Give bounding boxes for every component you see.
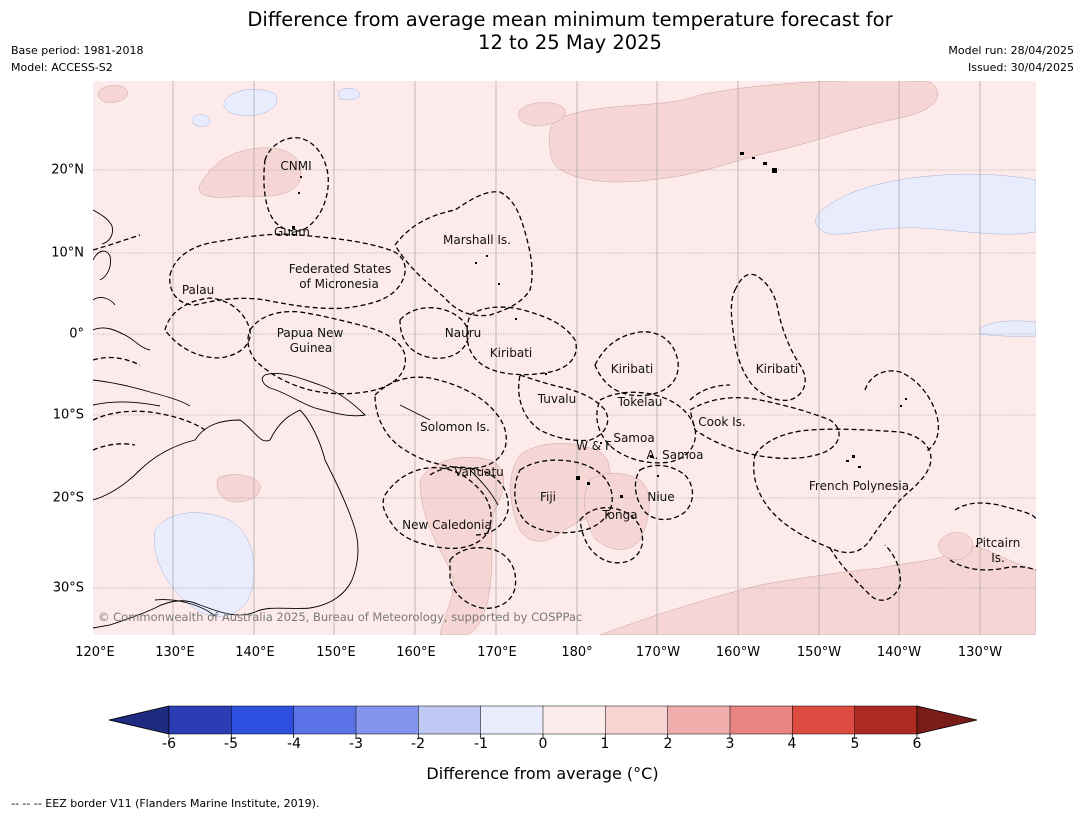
region-label-kiribati-east: Kiribati: [755, 362, 799, 376]
colorbar-segment: [231, 705, 295, 735]
colorbar-extend-low: [108, 705, 170, 735]
model-run: Model run: 28/04/2025: [948, 44, 1074, 57]
lon-label: 130°E: [155, 645, 195, 660]
colorbar-segment: [168, 705, 233, 735]
map-title: Difference from average mean minimum tem…: [0, 8, 1085, 54]
region-label-kiribati-west: Kiribati: [489, 346, 533, 360]
region-label-guam: Guam: [274, 225, 310, 239]
colorbar-segment: [418, 705, 482, 735]
lon-label: 160°E: [396, 645, 436, 660]
colorbar-segment: [729, 705, 794, 735]
colorbar-segment: [480, 705, 544, 735]
region-label-tuvalu: Tuvalu: [537, 392, 577, 406]
latitude-gridlines: [93, 169, 1036, 589]
region-label-new-caledonia: New Caledonia: [402, 518, 492, 532]
colorbar-segment: [792, 705, 856, 735]
colorbar-tick: 3: [725, 736, 735, 752]
region-label-palau: Palau: [181, 283, 215, 297]
meta-left: Base period: 1981-2018 Model: ACCESS-S2: [11, 42, 143, 76]
region-label-fiji: Fiji: [539, 490, 557, 504]
colorbar-segment: [293, 705, 357, 735]
title-line-1: Difference from average mean minimum tem…: [247, 8, 893, 31]
lat-label: 20°N: [51, 162, 84, 178]
region-label-cook: Cook Is.: [698, 415, 746, 429]
region-label-samoa: Samoa: [613, 431, 655, 445]
region-label-tokelau: Tokelau: [617, 395, 663, 409]
colorbar-tick: 2: [663, 736, 673, 752]
coastlines: [93, 209, 499, 629]
colorbar-label: Difference from average (°C): [426, 764, 659, 783]
colorbar-tick: 1: [600, 736, 610, 752]
colorbar-tick: 4: [787, 736, 797, 752]
region-label-american-samoa: A. Samoa: [646, 448, 704, 462]
lon-label: 130°W: [957, 645, 1003, 660]
lat-label: 10°S: [52, 407, 84, 423]
colorbar-segment: [854, 705, 918, 735]
title-line-2: 12 to 25 May 2025: [478, 31, 662, 54]
lon-label: 170°E: [477, 645, 517, 660]
base-period: Base period: 1981-2018: [11, 44, 144, 57]
lon-label: 140°E: [235, 645, 275, 660]
lat-label: 30°S: [52, 580, 84, 596]
region-label-png-line1: Papua New: [276, 326, 344, 340]
lon-label: 180°: [561, 645, 593, 660]
region-label-fsm-line2: of Micronesia: [299, 277, 379, 291]
lon-label: 160°W: [715, 645, 761, 660]
model-name: Model: ACCESS-S2: [11, 61, 113, 74]
colorbar-tick: -3: [349, 736, 363, 752]
region-label-pitcairn-line1: Pitcairn: [975, 536, 1021, 550]
lon-label: 150°W: [796, 645, 842, 660]
region-label-marshall: Marshall Is.: [443, 233, 511, 247]
region-label-vanuatu: Vanuatu: [454, 465, 504, 479]
colorbar-tick: -1: [474, 736, 488, 752]
colorbar-segment: [667, 705, 731, 735]
region-label-solomon: Solomon Is.: [420, 420, 490, 434]
longitude-gridlines: [172, 81, 981, 635]
colorbar-segment: [542, 705, 607, 735]
colorbar-tick: -5: [224, 736, 238, 752]
region-label-nauru: Nauru: [444, 326, 482, 340]
anomaly-patches-cool: [153, 88, 1036, 617]
lon-label: 150°E: [316, 645, 356, 660]
lat-label: 10°N: [51, 245, 84, 261]
colorbar-segment: [355, 705, 420, 735]
issued-date: Issued: 30/04/2025: [967, 61, 1074, 74]
anomaly-patches-warm: [97, 81, 1036, 635]
colorbar-extend-high: [916, 705, 978, 735]
island-markers: [292, 152, 978, 547]
region-label-png-line2: Guinea: [289, 341, 333, 355]
colorbar-tick: 0: [538, 736, 548, 752]
colorbar-tick: 5: [850, 736, 860, 752]
lon-label: 120°E: [75, 645, 115, 660]
region-label-wallis-futuna: W & F: [576, 439, 612, 453]
region-label-kiribati-central: Kiribati: [610, 362, 654, 376]
region-label-tonga: Tonga: [602, 508, 638, 522]
region-label-fsm-line1: Federated States: [288, 262, 392, 276]
region-label-niue: Niue: [647, 490, 675, 504]
region-label-cnmi: CNMI: [280, 159, 312, 173]
eez-borders: [93, 137, 1036, 609]
region-label-pitcairn-line2: Is.: [991, 551, 1005, 565]
lon-label: 170°W: [635, 645, 681, 660]
lon-label: 140°W: [876, 645, 922, 660]
colorbar-tick: -4: [287, 736, 301, 752]
lat-label: 20°S: [52, 490, 84, 506]
colorbar-tick: -2: [411, 736, 425, 752]
colorbar-segment: [605, 705, 669, 735]
copyright-notice: © Commonwealth of Australia 2025, Bureau…: [98, 610, 583, 624]
colorbar-tick: -6: [162, 736, 176, 752]
colorbar-tick: 6: [912, 736, 922, 752]
lat-label: 0°: [69, 326, 84, 342]
region-label-french-polynesia: French Polynesia: [808, 479, 910, 493]
footnote-eez: -- -- -- EEZ border V11 (Flanders Marine…: [11, 797, 320, 810]
meta-right: Model run: 28/04/2025 Issued: 30/04/2025: [948, 42, 1074, 76]
